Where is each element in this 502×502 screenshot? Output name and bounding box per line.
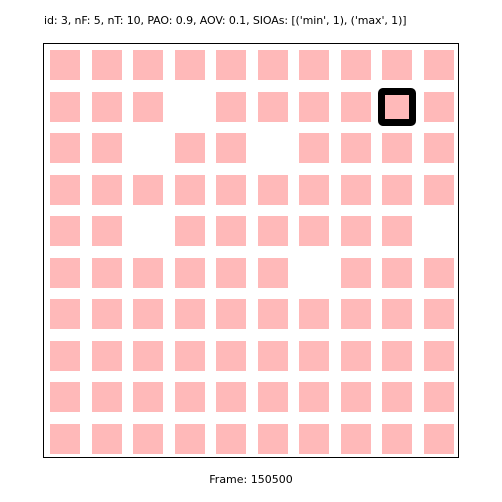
grid-tile[interactable]: [299, 91, 329, 122]
grid-tile[interactable]: [382, 299, 412, 329]
grid-tile[interactable]: [257, 299, 288, 329]
grid-tile[interactable]: [174, 133, 205, 163]
grid-tile[interactable]: [340, 299, 371, 329]
grid-tile[interactable]: [423, 423, 454, 454]
grid-tile[interactable]: [216, 91, 246, 122]
grid-tile[interactable]: [299, 216, 329, 246]
grid-tile[interactable]: [91, 216, 122, 246]
grid-tile[interactable]: [382, 340, 412, 371]
grid-tile[interactable]: [382, 382, 412, 412]
grid-tile[interactable]: [382, 50, 412, 80]
grid-tile[interactable]: [216, 133, 246, 163]
grid-tile[interactable]: [91, 382, 122, 412]
grid-tile[interactable]: [340, 174, 371, 205]
grid-tile[interactable]: [382, 216, 412, 246]
grid-tile[interactable]: [216, 257, 246, 288]
grid-tile[interactable]: [91, 423, 122, 454]
grid-tile[interactable]: [340, 50, 371, 80]
grid-tile[interactable]: [340, 423, 371, 454]
grid-tile[interactable]: [91, 133, 122, 163]
grid-tile[interactable]: [257, 257, 288, 288]
status-header: id: 3, nF: 5, nT: 10, PAO: 0.9, AOV: 0.1…: [44, 14, 407, 27]
grid-tile[interactable]: [340, 340, 371, 371]
grid-tile[interactable]: [423, 299, 454, 329]
grid-tile[interactable]: [382, 257, 412, 288]
grid-tile[interactable]: [174, 216, 205, 246]
grid-tile[interactable]: [423, 382, 454, 412]
grid-tile[interactable]: [216, 50, 246, 80]
grid-tile[interactable]: [340, 382, 371, 412]
grid-tile[interactable]: [299, 423, 329, 454]
grid-tile[interactable]: [216, 299, 246, 329]
grid-tile[interactable]: [91, 299, 122, 329]
grid-tile[interactable]: [340, 257, 371, 288]
grid-tile[interactable]: [257, 382, 288, 412]
grid-tile[interactable]: [50, 299, 80, 329]
grid-tile[interactable]: [50, 174, 80, 205]
grid-tile[interactable]: [91, 340, 122, 371]
grid-tile[interactable]: [257, 174, 288, 205]
grid-tile[interactable]: [299, 133, 329, 163]
grid-tile[interactable]: [257, 340, 288, 371]
selection-cursor: [378, 87, 416, 126]
grid-tile[interactable]: [133, 340, 163, 371]
grid-tile[interactable]: [216, 174, 246, 205]
grid-tile[interactable]: [257, 216, 288, 246]
grid-tile[interactable]: [91, 174, 122, 205]
grid-tile[interactable]: [50, 340, 80, 371]
grid-tile[interactable]: [133, 50, 163, 80]
grid-tile[interactable]: [133, 91, 163, 122]
grid-tile[interactable]: [423, 257, 454, 288]
grid-tile[interactable]: [133, 257, 163, 288]
grid-tile[interactable]: [91, 257, 122, 288]
grid-tile[interactable]: [133, 423, 163, 454]
grid-tile[interactable]: [299, 340, 329, 371]
grid-tile[interactable]: [299, 299, 329, 329]
grid-tile[interactable]: [423, 340, 454, 371]
grid-tile[interactable]: [382, 91, 412, 122]
grid-tile[interactable]: [299, 174, 329, 205]
grid-tile[interactable]: [174, 257, 205, 288]
grid-tile[interactable]: [50, 91, 80, 122]
grid-tile[interactable]: [50, 50, 80, 80]
grid-tile[interactable]: [216, 216, 246, 246]
grid-tile[interactable]: [50, 423, 80, 454]
grid-tile[interactable]: [91, 50, 122, 80]
grid-tile[interactable]: [133, 299, 163, 329]
grid-tile[interactable]: [174, 340, 205, 371]
grid-tile[interactable]: [174, 50, 205, 80]
grid-tile[interactable]: [340, 91, 371, 122]
grid-tile[interactable]: [340, 133, 371, 163]
grid-tile[interactable]: [174, 299, 205, 329]
grid-tile[interactable]: [423, 91, 454, 122]
grid-tile[interactable]: [174, 423, 205, 454]
grid-tile[interactable]: [382, 423, 412, 454]
grid-tile[interactable]: [91, 91, 122, 122]
grid-tile[interactable]: [174, 174, 205, 205]
grid-tile[interactable]: [216, 340, 246, 371]
grid-tile[interactable]: [50, 133, 80, 163]
grid-tile[interactable]: [299, 382, 329, 412]
grid-tile[interactable]: [382, 133, 412, 163]
grid-tile[interactable]: [257, 91, 288, 122]
grid-tile[interactable]: [299, 50, 329, 80]
grid-tile[interactable]: [423, 50, 454, 80]
grid-tile[interactable]: [50, 216, 80, 246]
grid-tile[interactable]: [382, 174, 412, 205]
grid-tile[interactable]: [257, 50, 288, 80]
grid-tile[interactable]: [133, 382, 163, 412]
grid-tile[interactable]: [50, 257, 80, 288]
grid-tile[interactable]: [216, 423, 246, 454]
grid-tile[interactable]: [174, 382, 205, 412]
grid-tile[interactable]: [423, 133, 454, 163]
frame-counter: Frame: 150500: [209, 473, 293, 486]
grid-tile[interactable]: [133, 174, 163, 205]
grid-tile[interactable]: [423, 174, 454, 205]
grid-tile[interactable]: [50, 382, 80, 412]
grid-tile[interactable]: [340, 216, 371, 246]
game-board[interactable]: [43, 43, 459, 458]
grid-tile[interactable]: [216, 382, 246, 412]
grid-tile[interactable]: [257, 423, 288, 454]
